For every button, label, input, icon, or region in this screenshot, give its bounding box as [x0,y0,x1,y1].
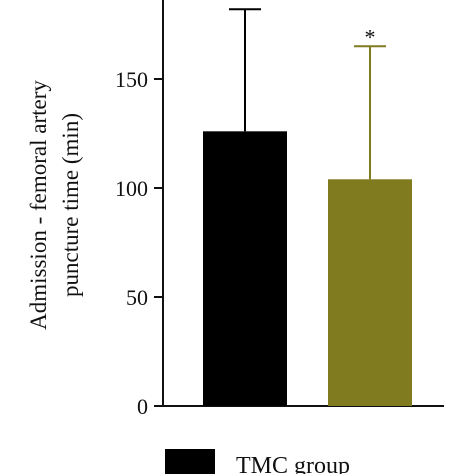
y-tick-label: 50 [126,285,148,310]
bar [203,131,287,406]
legend-swatch [165,449,215,474]
y-tick-label: 100 [115,176,148,201]
y-axis-title: Admission - femoral artery puncture time… [26,80,83,330]
legend: TMC group [165,449,350,474]
y-tick-label: 150 [115,67,148,92]
significance-marker: * [365,24,376,49]
bar [328,179,412,406]
bars: * [203,8,412,406]
legend-label: TMC group [236,453,350,474]
y-ticks: 0 50 100 150 [115,67,163,419]
y-tick-label: 0 [137,394,148,419]
y-axis-title-line2: puncture time (min) [58,113,83,297]
y-axis-title-line1: Admission - femoral artery [26,80,51,330]
